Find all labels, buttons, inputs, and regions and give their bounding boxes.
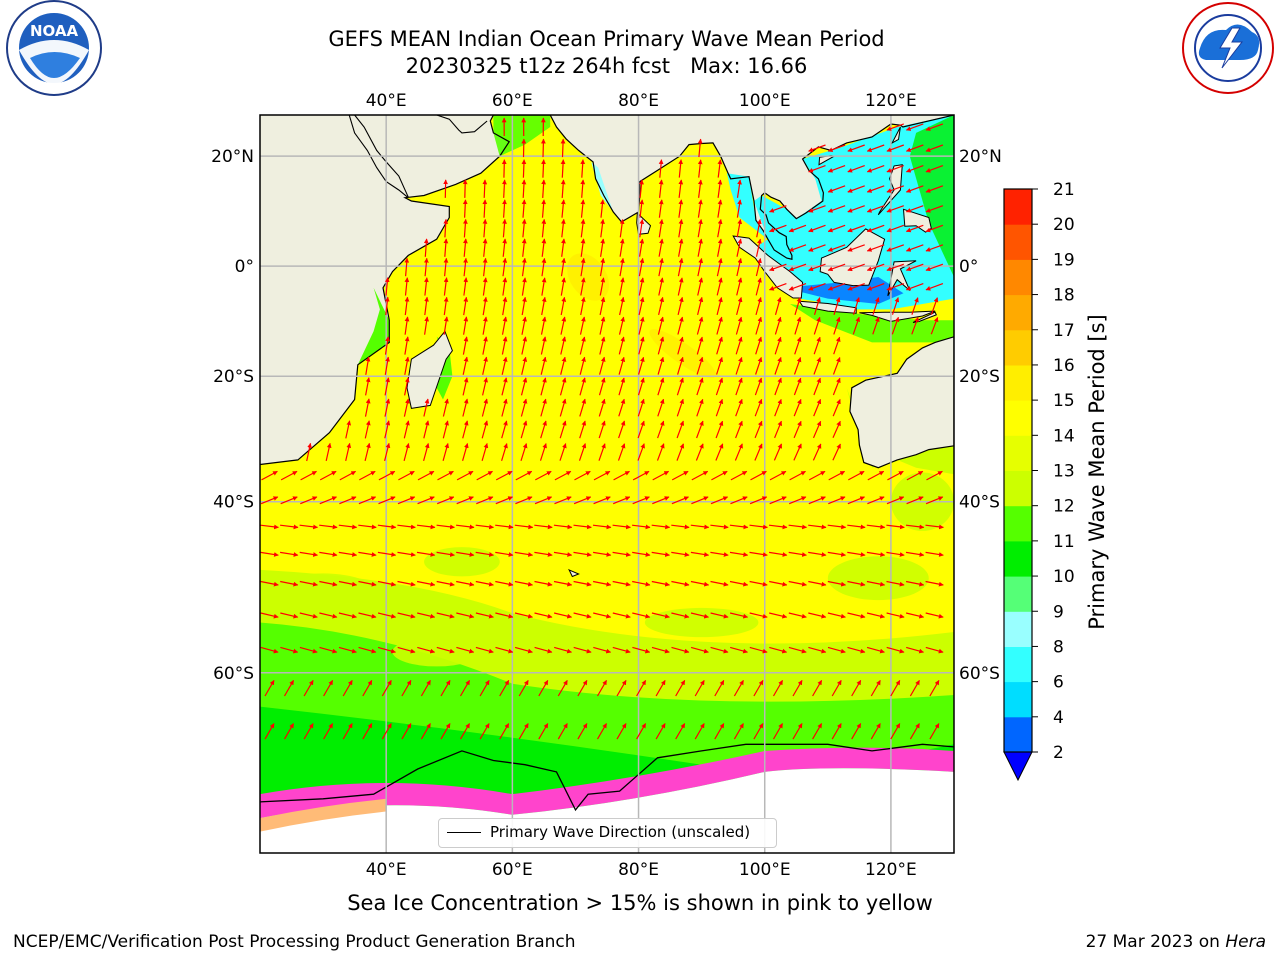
colorbar-segment [1004,329,1032,366]
right-lat-tick-label: 40°S [959,493,1000,513]
colorbar-tick-label: 2 [1053,743,1064,763]
top-lon-tick-label: 40°E [366,91,407,111]
legend-label: Primary Wave Direction (unscaled) [490,823,751,841]
bottom-lon-tick-label: 80°E [618,860,659,880]
colorbar-segment [1004,611,1032,647]
left-lat-tick-label: 20°S [213,367,254,387]
colorbar-segment [1004,646,1032,683]
noaa-logo-text: NOAA [30,22,79,40]
colorbar-tick-label: 14 [1053,426,1075,446]
footer-date-text: 27 Mar 2023 on [1085,932,1226,952]
colorbar-segment [1004,294,1032,331]
colorbar-segment [1004,224,1032,260]
map-gridlines [260,115,954,853]
colorbar-tick-label: 16 [1053,356,1075,376]
sea-ice-caption: Sea Ice Concentration > 15% is shown in … [347,891,933,915]
colorbar-extend-arrow [1003,751,1033,782]
colorbar-tick-label: 10 [1053,567,1075,587]
colorbar-tick-label: 21 [1053,180,1075,200]
footer-date: 27 Mar 2023 on Hera [1086,932,1266,952]
chart-subtitle: 20230325 t12z 264h fcst Max: 16.66 [405,54,808,78]
footer-host: Hera [1225,932,1266,952]
right-lat-tick-label: 0° [959,257,978,277]
chart-title: GEFS MEAN Indian Ocean Primary Wave Mean… [328,27,885,51]
map-frame [259,114,955,854]
right-lat-tick-label: 20°S [959,367,1000,387]
colorbar-tick-label: 19 [1053,250,1075,270]
right-lat-tick-label: 60°S [959,664,1000,684]
top-lon-tick-label: 120°E [865,91,917,111]
colorbar-tick-label: 18 [1053,286,1075,306]
left-lat-tick-label: 40°S [213,493,254,513]
top-lon-tick-label: 60°E [492,91,533,111]
left-lat-tick-label: 20°N [211,147,254,167]
colorbar-tick-label: 8 [1053,637,1064,657]
wave-direction-arrows [260,117,944,740]
map-tick-labels: 40°E 60°E 80°E 100°E 120°E 40°E 60°E 80°E 100°E 1… [211,91,1002,880]
noaa-logo: NOAA [6,0,102,96]
colorbar-tick-label: 6 [1053,673,1064,693]
top-lon-tick-label: 100°E [739,91,791,111]
colorbar-tick-label: 20 [1053,215,1075,235]
nws-logo [1182,2,1274,94]
colorbar-segment [1004,681,1032,718]
colorbar-tick-label: 4 [1053,708,1064,728]
top-lon-tick-label: 80°E [618,91,659,111]
colorbar-segment [1004,716,1032,753]
colorbar: 2 4 6 8 9 10 11 12 13 14 15 16 17 18 19 20 21 [1003,180,1075,782]
bottom-lon-tick-label: 60°E [492,860,533,880]
right-lat-tick-label: 20°N [959,147,1002,167]
colorbar-segment [1004,576,1032,612]
bottom-lon-tick-label: 120°E [865,860,917,880]
colorbar-tick-label: 11 [1053,532,1075,552]
colorbar-segment [1004,259,1032,296]
footer-credit: NCEP/EMC/Verification Post Processing Pr… [13,932,576,952]
map-legend: Primary Wave Direction (unscaled) [438,818,777,848]
colorbar-segment [1004,505,1032,542]
colorbar-segment [1004,364,1032,401]
colorbar-tick-label: 13 [1053,462,1075,482]
colorbar-segment [1004,470,1032,507]
colorbar-segment [1004,435,1032,471]
legend-line-sample [447,832,481,833]
colorbar-label: Primary Wave Mean Period [s] [1085,314,1109,630]
left-lat-tick-label: 60°S [213,664,254,684]
left-lat-tick-label: 0° [235,257,254,277]
colorbar-tick-label: 9 [1053,602,1064,622]
colorbar-segment [1004,540,1032,577]
colorbar-segment [1004,400,1032,436]
colorbar-tick-label: 17 [1053,321,1075,341]
colorbar-tick-label: 12 [1053,497,1075,517]
colorbar-segment [1004,189,1032,225]
colorbar-tick-label: 15 [1053,391,1075,411]
bottom-lon-tick-label: 100°E [739,860,791,880]
bottom-lon-tick-label: 40°E [366,860,407,880]
